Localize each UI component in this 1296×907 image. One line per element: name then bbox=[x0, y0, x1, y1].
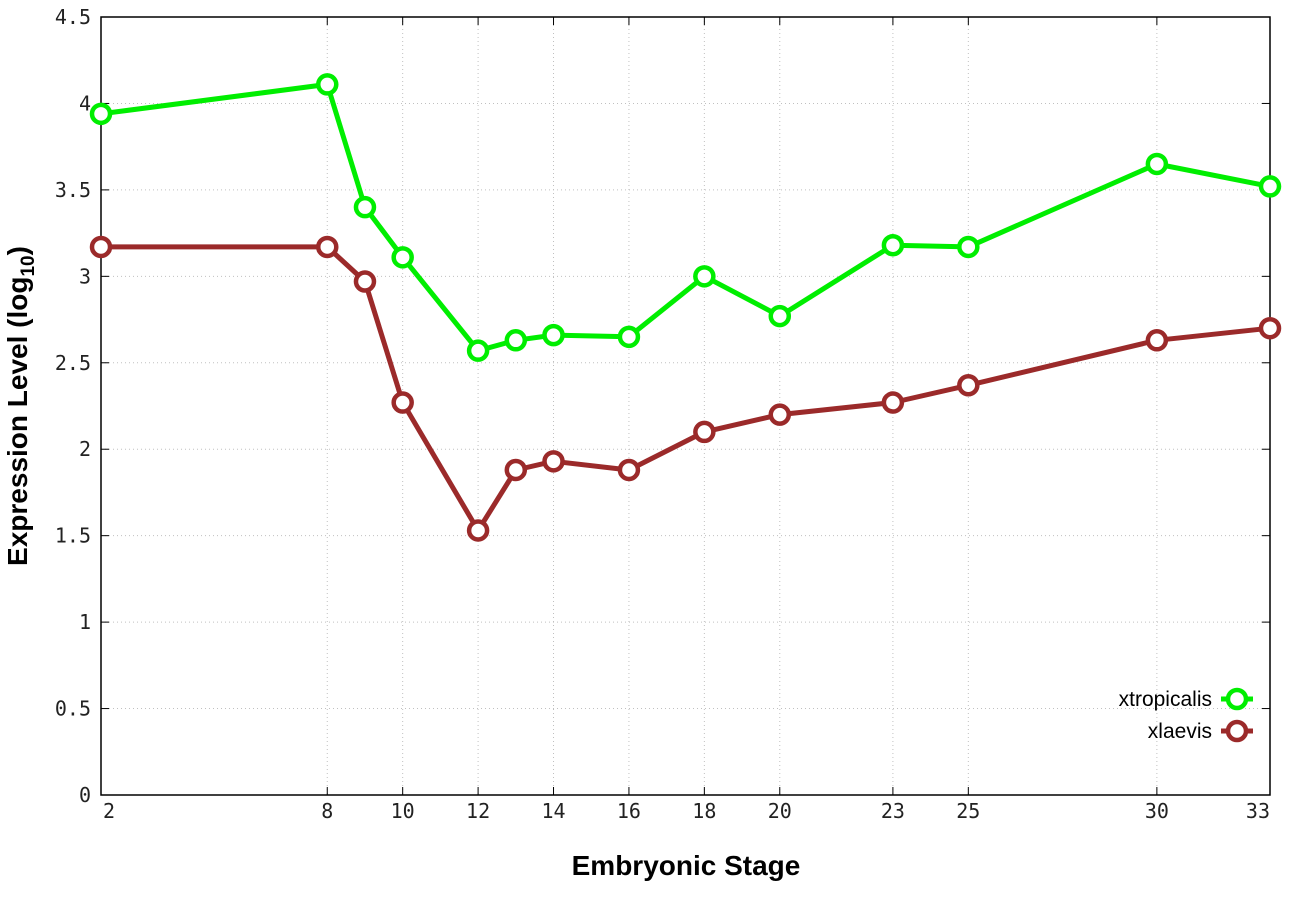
legend: xtropicalis xlaevis bbox=[1119, 687, 1253, 743]
data-point-xtropicalis bbox=[1145, 152, 1169, 176]
data-point-xtropicalis bbox=[957, 235, 980, 259]
x-tick-label: 20 bbox=[768, 799, 792, 823]
data-point-xlaevis bbox=[881, 391, 905, 414]
y-tick-label: 2.5 bbox=[55, 351, 91, 375]
x-axis-title: Embryonic Stage bbox=[572, 850, 801, 881]
y-tick-label: 4 bbox=[79, 91, 91, 115]
data-point-xlaevis bbox=[316, 235, 339, 259]
data-point-xtropicalis bbox=[1258, 175, 1282, 198]
data-point-xlaevis bbox=[542, 450, 565, 473]
data-point-xlaevis bbox=[957, 374, 980, 397]
data-point-xtropicalis bbox=[391, 246, 414, 269]
series-line-xlaevis bbox=[101, 244, 1271, 533]
data-point-xlaevis bbox=[353, 270, 377, 293]
data-point-xlaevis bbox=[1258, 316, 1282, 340]
data-point-xtropicalis bbox=[89, 102, 113, 126]
x-tick-label: 23 bbox=[881, 799, 905, 823]
series-line-xtropicalis bbox=[100, 81, 1271, 354]
y-tick-label: 4.5 bbox=[55, 5, 91, 29]
x-tick-label: 14 bbox=[541, 799, 565, 823]
data-point-xtropicalis bbox=[542, 323, 565, 347]
data-point-xlaevis bbox=[504, 458, 528, 482]
x-tick-label: 33 bbox=[1246, 799, 1270, 823]
y-tick-label: 3 bbox=[79, 264, 91, 288]
x-tick-label: 2 bbox=[103, 799, 115, 823]
data-point-xtropicalis bbox=[768, 304, 792, 328]
x-tick-label: 16 bbox=[617, 799, 641, 823]
data-point-xlaevis bbox=[768, 403, 792, 426]
y-tick-label: 2 bbox=[79, 437, 91, 461]
y-tick-label: 0.5 bbox=[55, 697, 91, 721]
y-axis-title-main: Expression Level (log bbox=[2, 277, 33, 566]
data-point-xlaevis bbox=[466, 519, 490, 542]
data-point-xlaevis bbox=[391, 391, 414, 414]
series-lines bbox=[89, 73, 1282, 542]
plot-area-border bbox=[100, 16, 1271, 796]
x-tick-label: 30 bbox=[1145, 799, 1169, 823]
data-point-xtropicalis bbox=[466, 339, 490, 362]
legend-marker-xlaevis bbox=[1225, 719, 1249, 743]
data-point-xtropicalis bbox=[353, 195, 377, 219]
y-axis-title-suffix: ) bbox=[2, 246, 33, 255]
y-axis-title-subscript: 10 bbox=[18, 255, 39, 276]
data-point-xtropicalis bbox=[881, 233, 905, 257]
data-point-xlaevis bbox=[89, 235, 113, 259]
x-tick-label: 18 bbox=[692, 799, 716, 823]
y-tick-label: 1 bbox=[79, 610, 91, 634]
legend-label-xlaevis: xlaevis bbox=[1148, 720, 1212, 743]
data-point-xtropicalis bbox=[617, 325, 641, 349]
y-tick-label: 0 bbox=[79, 783, 91, 807]
data-point-xtropicalis bbox=[316, 73, 339, 96]
x-tick-label: 10 bbox=[391, 799, 415, 823]
axis-ticks: 0 0.5 1 1.5 2 2.5 3 3.5 4 4.5 2 8 10 12 14 16 18 20 23 25 30… bbox=[55, 5, 1271, 823]
data-point-xlaevis bbox=[1145, 329, 1169, 352]
data-point-xtropicalis bbox=[504, 329, 528, 352]
y-tick-label: 3.5 bbox=[55, 178, 91, 202]
x-tick-label: 12 bbox=[466, 799, 490, 823]
data-point-xlaevis bbox=[617, 458, 641, 482]
legend-marker-xtropicalis bbox=[1225, 687, 1249, 711]
legend-label-xtropicalis: xtropicalis bbox=[1119, 688, 1212, 711]
data-point-xlaevis bbox=[693, 420, 716, 444]
x-tick-label: 25 bbox=[956, 799, 980, 823]
y-tick-label: 1.5 bbox=[55, 524, 91, 548]
data-point-xtropicalis bbox=[693, 265, 716, 288]
grid-lines bbox=[101, 17, 1270, 795]
x-tick-label: 8 bbox=[321, 799, 333, 823]
y-axis-title: Expression Level (log10) bbox=[2, 246, 39, 566]
